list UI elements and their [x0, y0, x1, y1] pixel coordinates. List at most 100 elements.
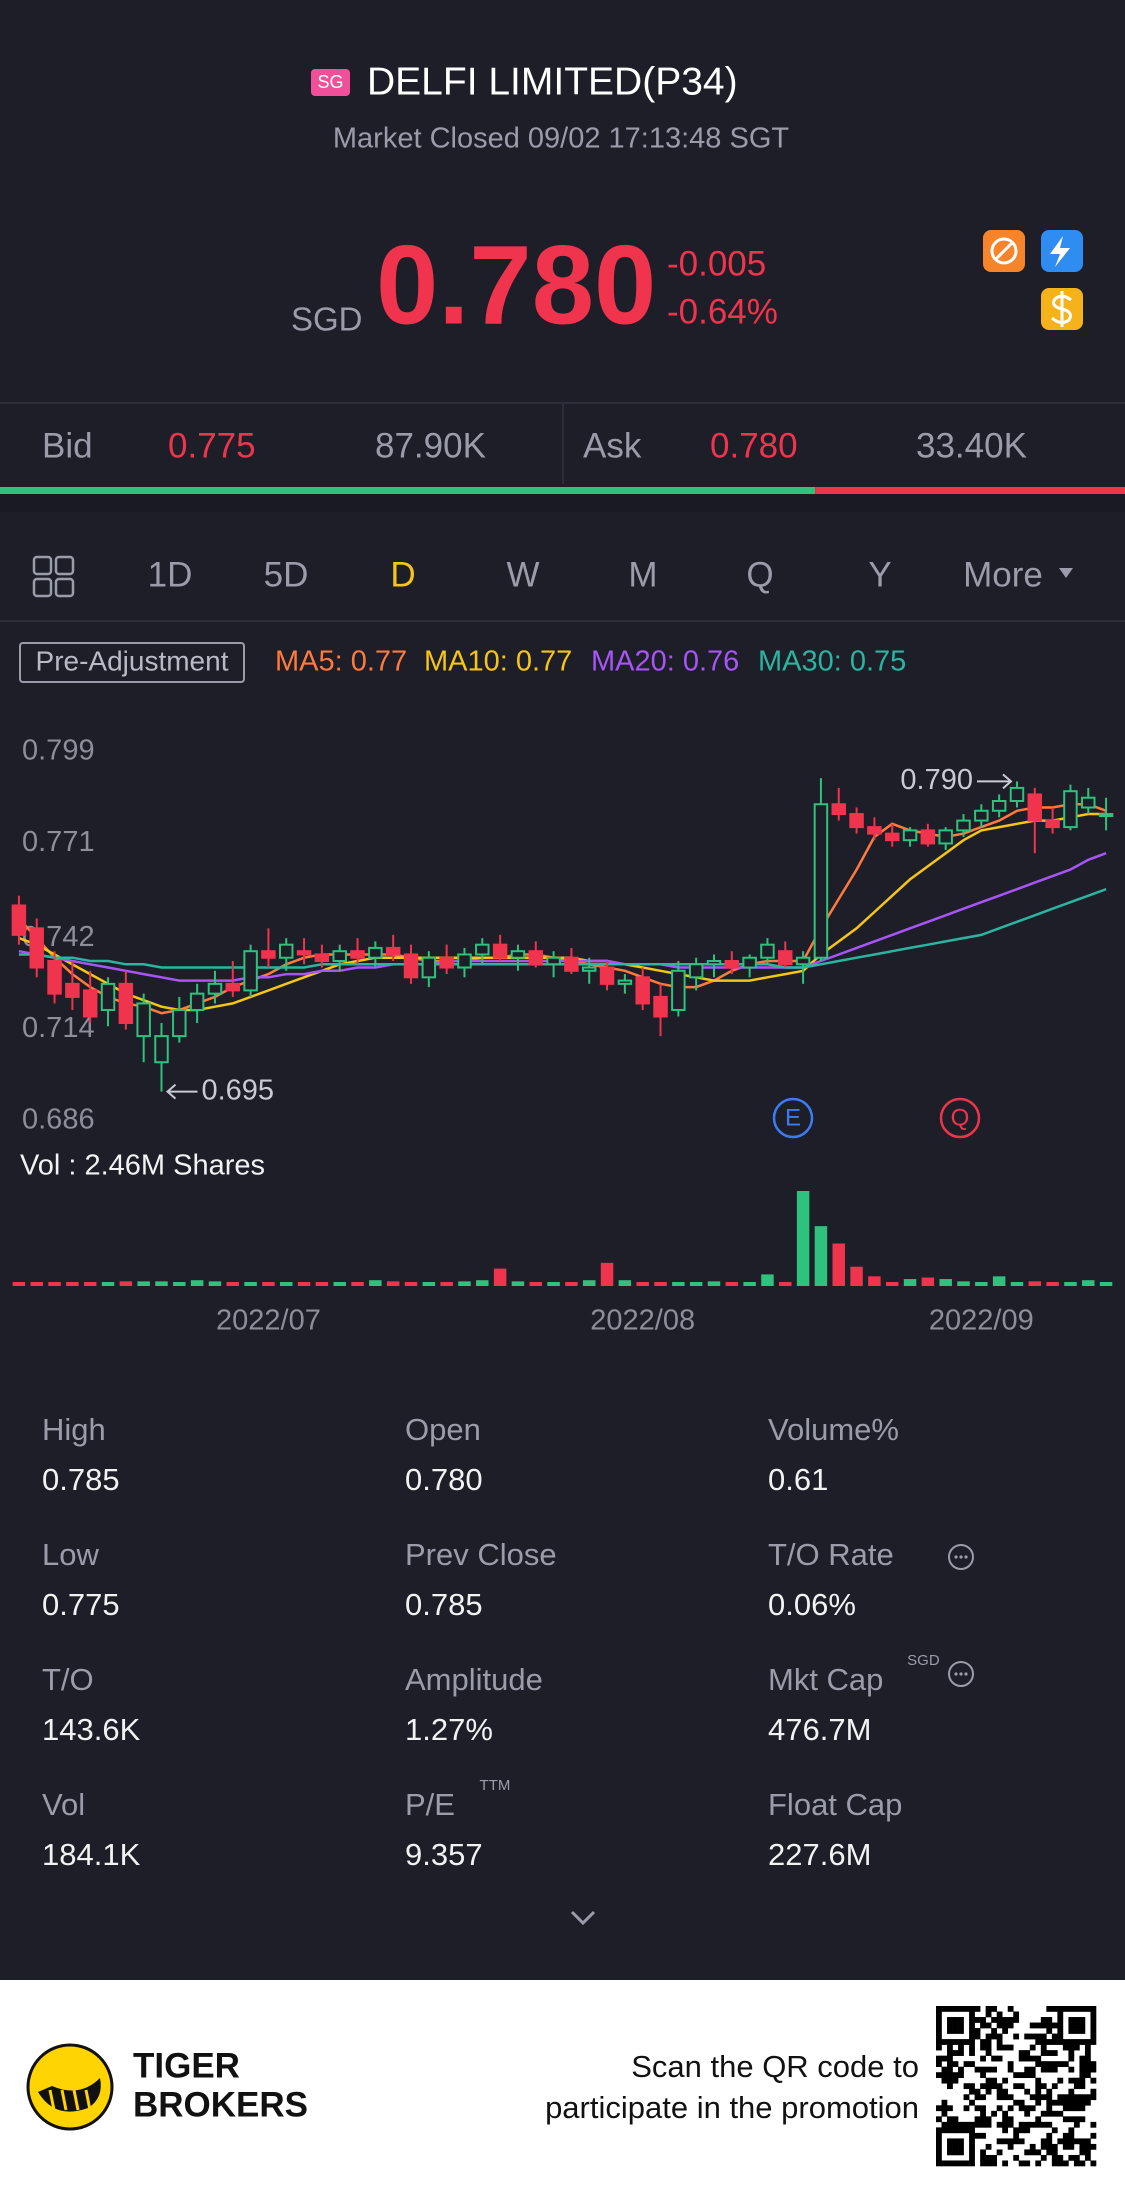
qr-module	[1062, 2138, 1069, 2145]
qr-module	[952, 2050, 959, 2056]
qr-module	[1068, 2044, 1075, 2051]
qr-module	[941, 2099, 948, 2106]
timeframe-tab[interactable]: W	[506, 555, 539, 594]
candle-body	[47, 959, 62, 995]
qr-module	[1057, 2061, 1064, 2067]
qr-module	[1035, 2055, 1042, 2062]
info-icon[interactable]	[948, 1661, 974, 1687]
qr-code[interactable]	[936, 2006, 1097, 2167]
high-marker-label: 0.790	[900, 764, 973, 796]
qr-module	[1090, 2039, 1097, 2045]
qr-module	[1068, 2154, 1075, 2161]
qr-module	[947, 2077, 953, 2084]
change: -0.005	[667, 244, 766, 283]
qr-module	[1018, 2127, 1025, 2134]
qr-module	[1002, 2138, 1009, 2145]
qr-module	[1024, 2121, 1031, 2128]
qr-module	[991, 2160, 997, 2167]
market-status: Market Closed 09/02 17:13:48 SGT	[333, 123, 789, 155]
qr-module	[1046, 2143, 1053, 2150]
volume-bar	[440, 1282, 453, 1286]
stat-value: 0.780	[405, 1462, 483, 1497]
candle-body	[671, 969, 686, 1011]
qr-module	[1035, 2039, 1042, 2045]
qr-module	[1007, 2022, 1014, 2029]
adjustment-box[interactable]	[19, 642, 245, 683]
candle-body	[82, 989, 98, 1018]
timeframe-tab[interactable]: More	[963, 555, 1043, 594]
candle-body	[760, 943, 775, 959]
qr-module	[1073, 2028, 1080, 2034]
volume-bar	[315, 1282, 329, 1286]
qr-module	[1035, 2121, 1042, 2128]
icon-glyph	[1051, 291, 1072, 327]
timeframe-tab[interactable]: D	[390, 555, 415, 594]
timeframe-tab[interactable]: Q	[746, 555, 773, 594]
qr-module	[985, 2039, 992, 2045]
volume-bar	[333, 1282, 346, 1286]
qr-module	[1062, 2061, 1069, 2067]
qr-module	[941, 2072, 948, 2079]
volume-bar	[155, 1281, 168, 1286]
qr-module	[958, 2050, 964, 2056]
qr-module	[1040, 2094, 1047, 2101]
volume-bar	[297, 1282, 311, 1286]
qr-module	[985, 2083, 992, 2090]
event-marker[interactable]	[939, 1097, 981, 1139]
timeframe-tab[interactable]: 1D	[148, 555, 193, 594]
volume-bar	[458, 1281, 471, 1286]
candle-body	[813, 803, 829, 959]
qr-module	[974, 2094, 981, 2101]
qr-module	[1051, 2061, 1058, 2067]
qr-module	[958, 2044, 964, 2051]
qr-module	[1090, 2160, 1097, 2167]
qr-module	[1029, 2044, 1036, 2051]
qr-module	[952, 2116, 959, 2123]
qr-module	[958, 2149, 964, 2156]
qr-module	[1051, 2083, 1058, 2090]
marker-arrow	[165, 1083, 177, 1100]
qr-module	[1029, 2022, 1036, 2029]
timeframe-tab[interactable]: M	[628, 555, 657, 594]
qr-module	[1002, 2110, 1009, 2117]
qr-module	[1084, 2149, 1091, 2156]
qr-module	[980, 2154, 986, 2161]
qr-module	[1007, 2143, 1014, 2150]
qr-module	[947, 2160, 953, 2167]
qr-module	[1002, 2094, 1009, 2101]
qr-module	[1007, 2138, 1014, 2145]
icon-glyph	[1050, 236, 1070, 267]
qr-module	[1084, 2039, 1091, 2045]
qr-module	[974, 2121, 981, 2128]
qr-module	[952, 2160, 959, 2167]
qr-module	[1090, 2143, 1097, 2150]
candle-body	[1027, 793, 1043, 822]
qr-module	[947, 2121, 953, 2128]
candle-body	[884, 832, 900, 842]
bid-size: 87.90K	[375, 426, 486, 465]
expand-chevron[interactable]	[570, 1910, 596, 1926]
stat-value: 0.785	[42, 1462, 120, 1497]
qr-module	[1046, 2110, 1053, 2117]
qr-module	[985, 2160, 992, 2167]
volume-bar	[1082, 1280, 1095, 1286]
qr-module	[952, 2072, 959, 2079]
timeframe-tab[interactable]: 5D	[264, 555, 309, 594]
qr-module	[1090, 2088, 1097, 2095]
qr-module	[1040, 2143, 1047, 2150]
qr-module	[969, 2138, 975, 2145]
qr-module	[1090, 2066, 1097, 2073]
brand-logo-stripe	[72, 2089, 80, 2111]
volume-bar	[761, 1274, 774, 1286]
section-gap	[0, 494, 1125, 512]
timeframe-tab[interactable]: Y	[868, 555, 891, 594]
candle-body	[296, 950, 312, 956]
candle-body	[11, 904, 27, 936]
qr-module	[1002, 2017, 1009, 2023]
qr-module	[980, 2110, 986, 2117]
qr-module	[1090, 2006, 1097, 2012]
info-icon[interactable]	[948, 1544, 974, 1570]
event-marker[interactable]	[772, 1097, 814, 1139]
qr-module	[969, 2033, 975, 2040]
qr-module	[980, 2044, 986, 2051]
